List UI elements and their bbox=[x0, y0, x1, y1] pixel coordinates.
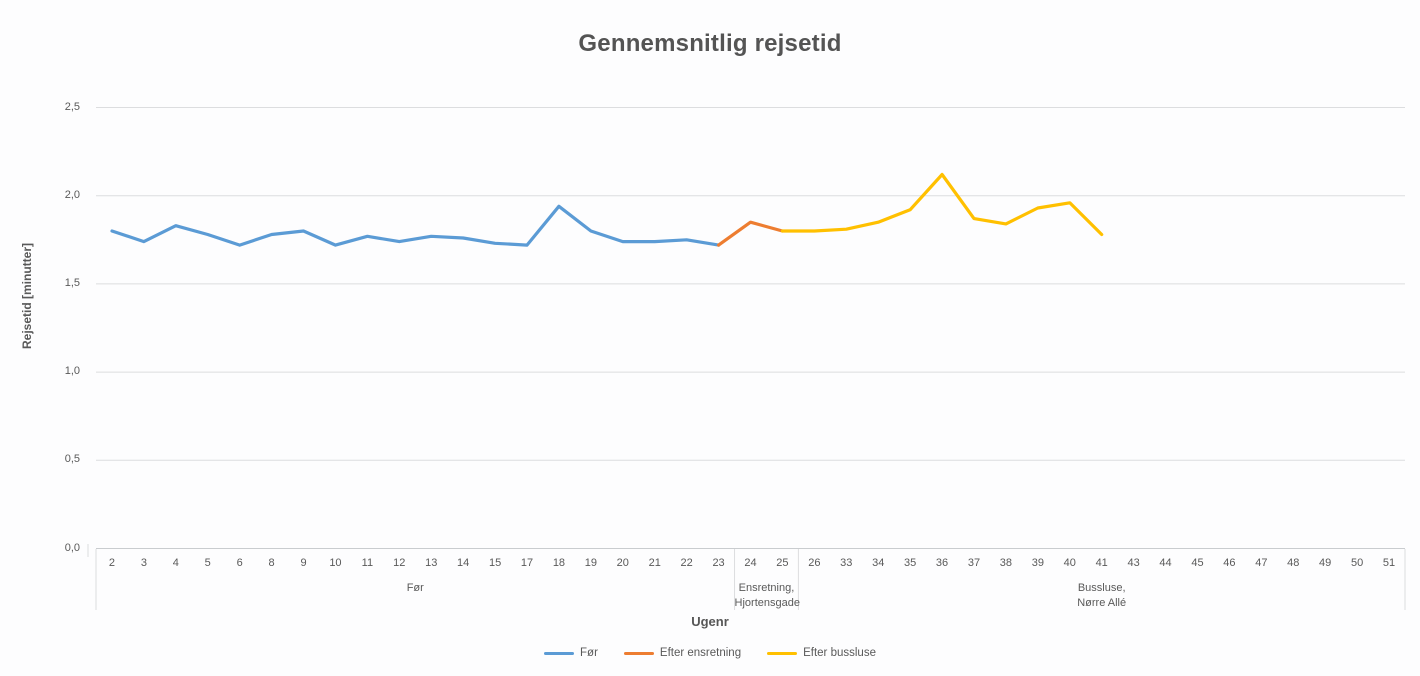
x-tick-label: 48 bbox=[1287, 557, 1300, 569]
x-tick-label: 10 bbox=[329, 557, 342, 569]
legend-item-efter-bussluse: Efter bussluse bbox=[767, 647, 876, 659]
legend-label: Efter bussluse bbox=[803, 647, 876, 659]
x-tick-label: 23 bbox=[712, 557, 725, 569]
x-tick-label: 43 bbox=[1127, 557, 1140, 569]
y-tick-label: 1,0 bbox=[64, 365, 80, 378]
x-tick-label: 17 bbox=[520, 557, 534, 569]
chart-title: Gennemsnitlig rejsetid bbox=[578, 30, 842, 57]
x-tick-label: 44 bbox=[1159, 557, 1172, 569]
legend: Før Efter ensretning Efter bussluse bbox=[0, 647, 1420, 659]
legend-swatch bbox=[623, 651, 654, 655]
x-tick-label: 6 bbox=[236, 557, 243, 569]
legend-item-efter-ensretning: Efter ensretning bbox=[623, 647, 742, 659]
y-tick-label: 2,5 bbox=[64, 100, 80, 113]
x-tick-label: 5 bbox=[204, 557, 211, 569]
x-tick-label: 40 bbox=[1063, 557, 1076, 569]
x-tick-label: 33 bbox=[840, 557, 853, 569]
x-axis-title: Ugenr bbox=[691, 614, 729, 629]
axis-group-label-line: Ensretning, bbox=[738, 582, 795, 594]
x-tick-label: 19 bbox=[584, 557, 597, 569]
series-line-før bbox=[110, 204, 721, 247]
x-tick-label: 45 bbox=[1191, 557, 1204, 569]
x-tick-label: 36 bbox=[935, 557, 949, 569]
x-tick-label: 25 bbox=[776, 557, 789, 569]
y-tick-label: 1,5 bbox=[64, 276, 80, 289]
x-tick-label: 4 bbox=[172, 557, 179, 569]
axis-group-label-line: Før bbox=[406, 582, 424, 594]
x-tick-label: 39 bbox=[1031, 557, 1044, 569]
x-tick-label: 38 bbox=[999, 557, 1013, 569]
x-tick-label: 22 bbox=[680, 557, 693, 569]
x-tick-label: 46 bbox=[1223, 557, 1236, 569]
axis-group-label-line: Nørre Allé bbox=[1077, 597, 1127, 609]
x-tick-label: 3 bbox=[140, 557, 147, 569]
x-tick-label: 35 bbox=[904, 557, 917, 569]
x-tick-label: 8 bbox=[268, 557, 275, 569]
x-tick-label: 2 bbox=[108, 557, 116, 569]
x-tick-label: 49 bbox=[1319, 557, 1332, 569]
x-tick-label: 37 bbox=[967, 557, 981, 569]
y-tick-label: 0,5 bbox=[64, 453, 80, 466]
legend-swatch bbox=[767, 651, 798, 655]
x-tick-label: 20 bbox=[616, 557, 629, 569]
y-tick-label: 2,0 bbox=[64, 188, 80, 201]
x-tick-label: 34 bbox=[872, 557, 885, 569]
x-tick-label: 11 bbox=[361, 557, 374, 569]
series-line-efter-ensretning bbox=[716, 220, 785, 247]
x-tick-label: 12 bbox=[393, 557, 406, 569]
legend-swatch bbox=[544, 651, 575, 655]
x-tick-label: 14 bbox=[457, 557, 470, 569]
x-tick-label: 13 bbox=[425, 557, 438, 569]
x-tick-label: 47 bbox=[1255, 557, 1268, 569]
legend-item-før: Før bbox=[544, 647, 598, 659]
legend-label: Efter ensretning bbox=[659, 647, 742, 659]
x-tick-label: 24 bbox=[744, 557, 757, 569]
legend-label: Før bbox=[580, 647, 598, 659]
x-tick-label: 15 bbox=[488, 557, 502, 569]
y-tick-label: 0,0 bbox=[64, 541, 80, 554]
x-tick-label: 41 bbox=[1095, 557, 1108, 569]
axis-group-label: Bussluse, Nørre Allé bbox=[798, 581, 1405, 611]
axis-group-label-line: Bussluse, bbox=[1077, 582, 1126, 594]
x-tick-label: 26 bbox=[808, 557, 821, 569]
axis-group-label: Ensretning, Hjortensgade bbox=[734, 581, 800, 611]
x-tick-label: 21 bbox=[648, 557, 661, 569]
axis-group-label-line: Hjortensgade bbox=[734, 597, 800, 609]
x-tick-label: 18 bbox=[552, 557, 566, 569]
series-line-efter-bussluse bbox=[780, 172, 1104, 237]
x-tick-label: 51 bbox=[1382, 557, 1396, 569]
axis-group-label: Før bbox=[96, 581, 735, 596]
x-tick-label: 50 bbox=[1350, 557, 1364, 569]
x-tick-label: 9 bbox=[300, 557, 307, 569]
